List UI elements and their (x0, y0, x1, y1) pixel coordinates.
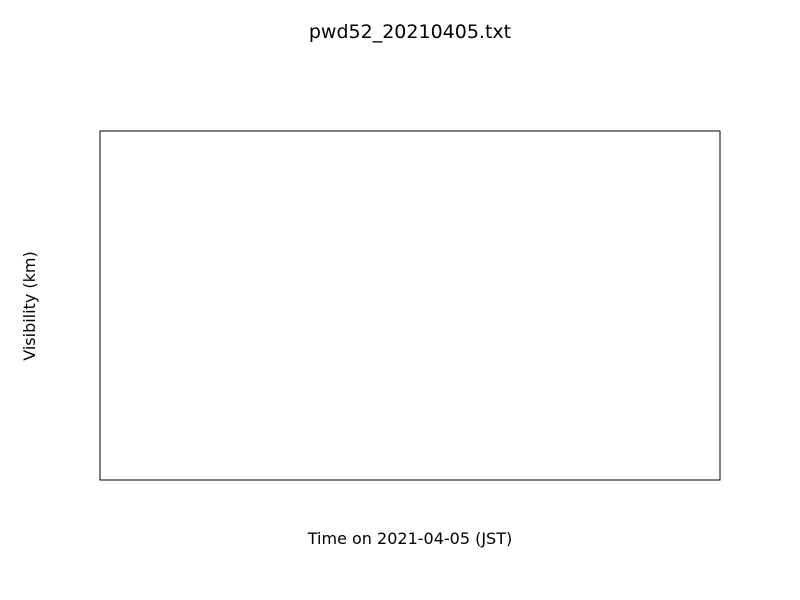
x-axis-label: Time on 2021-04-05 (JST) (307, 529, 512, 548)
chart-title: pwd52_20210405.txt (309, 21, 511, 43)
y-axis-label: Visibility (km) (20, 251, 39, 360)
plot-frame (99, 130, 721, 481)
